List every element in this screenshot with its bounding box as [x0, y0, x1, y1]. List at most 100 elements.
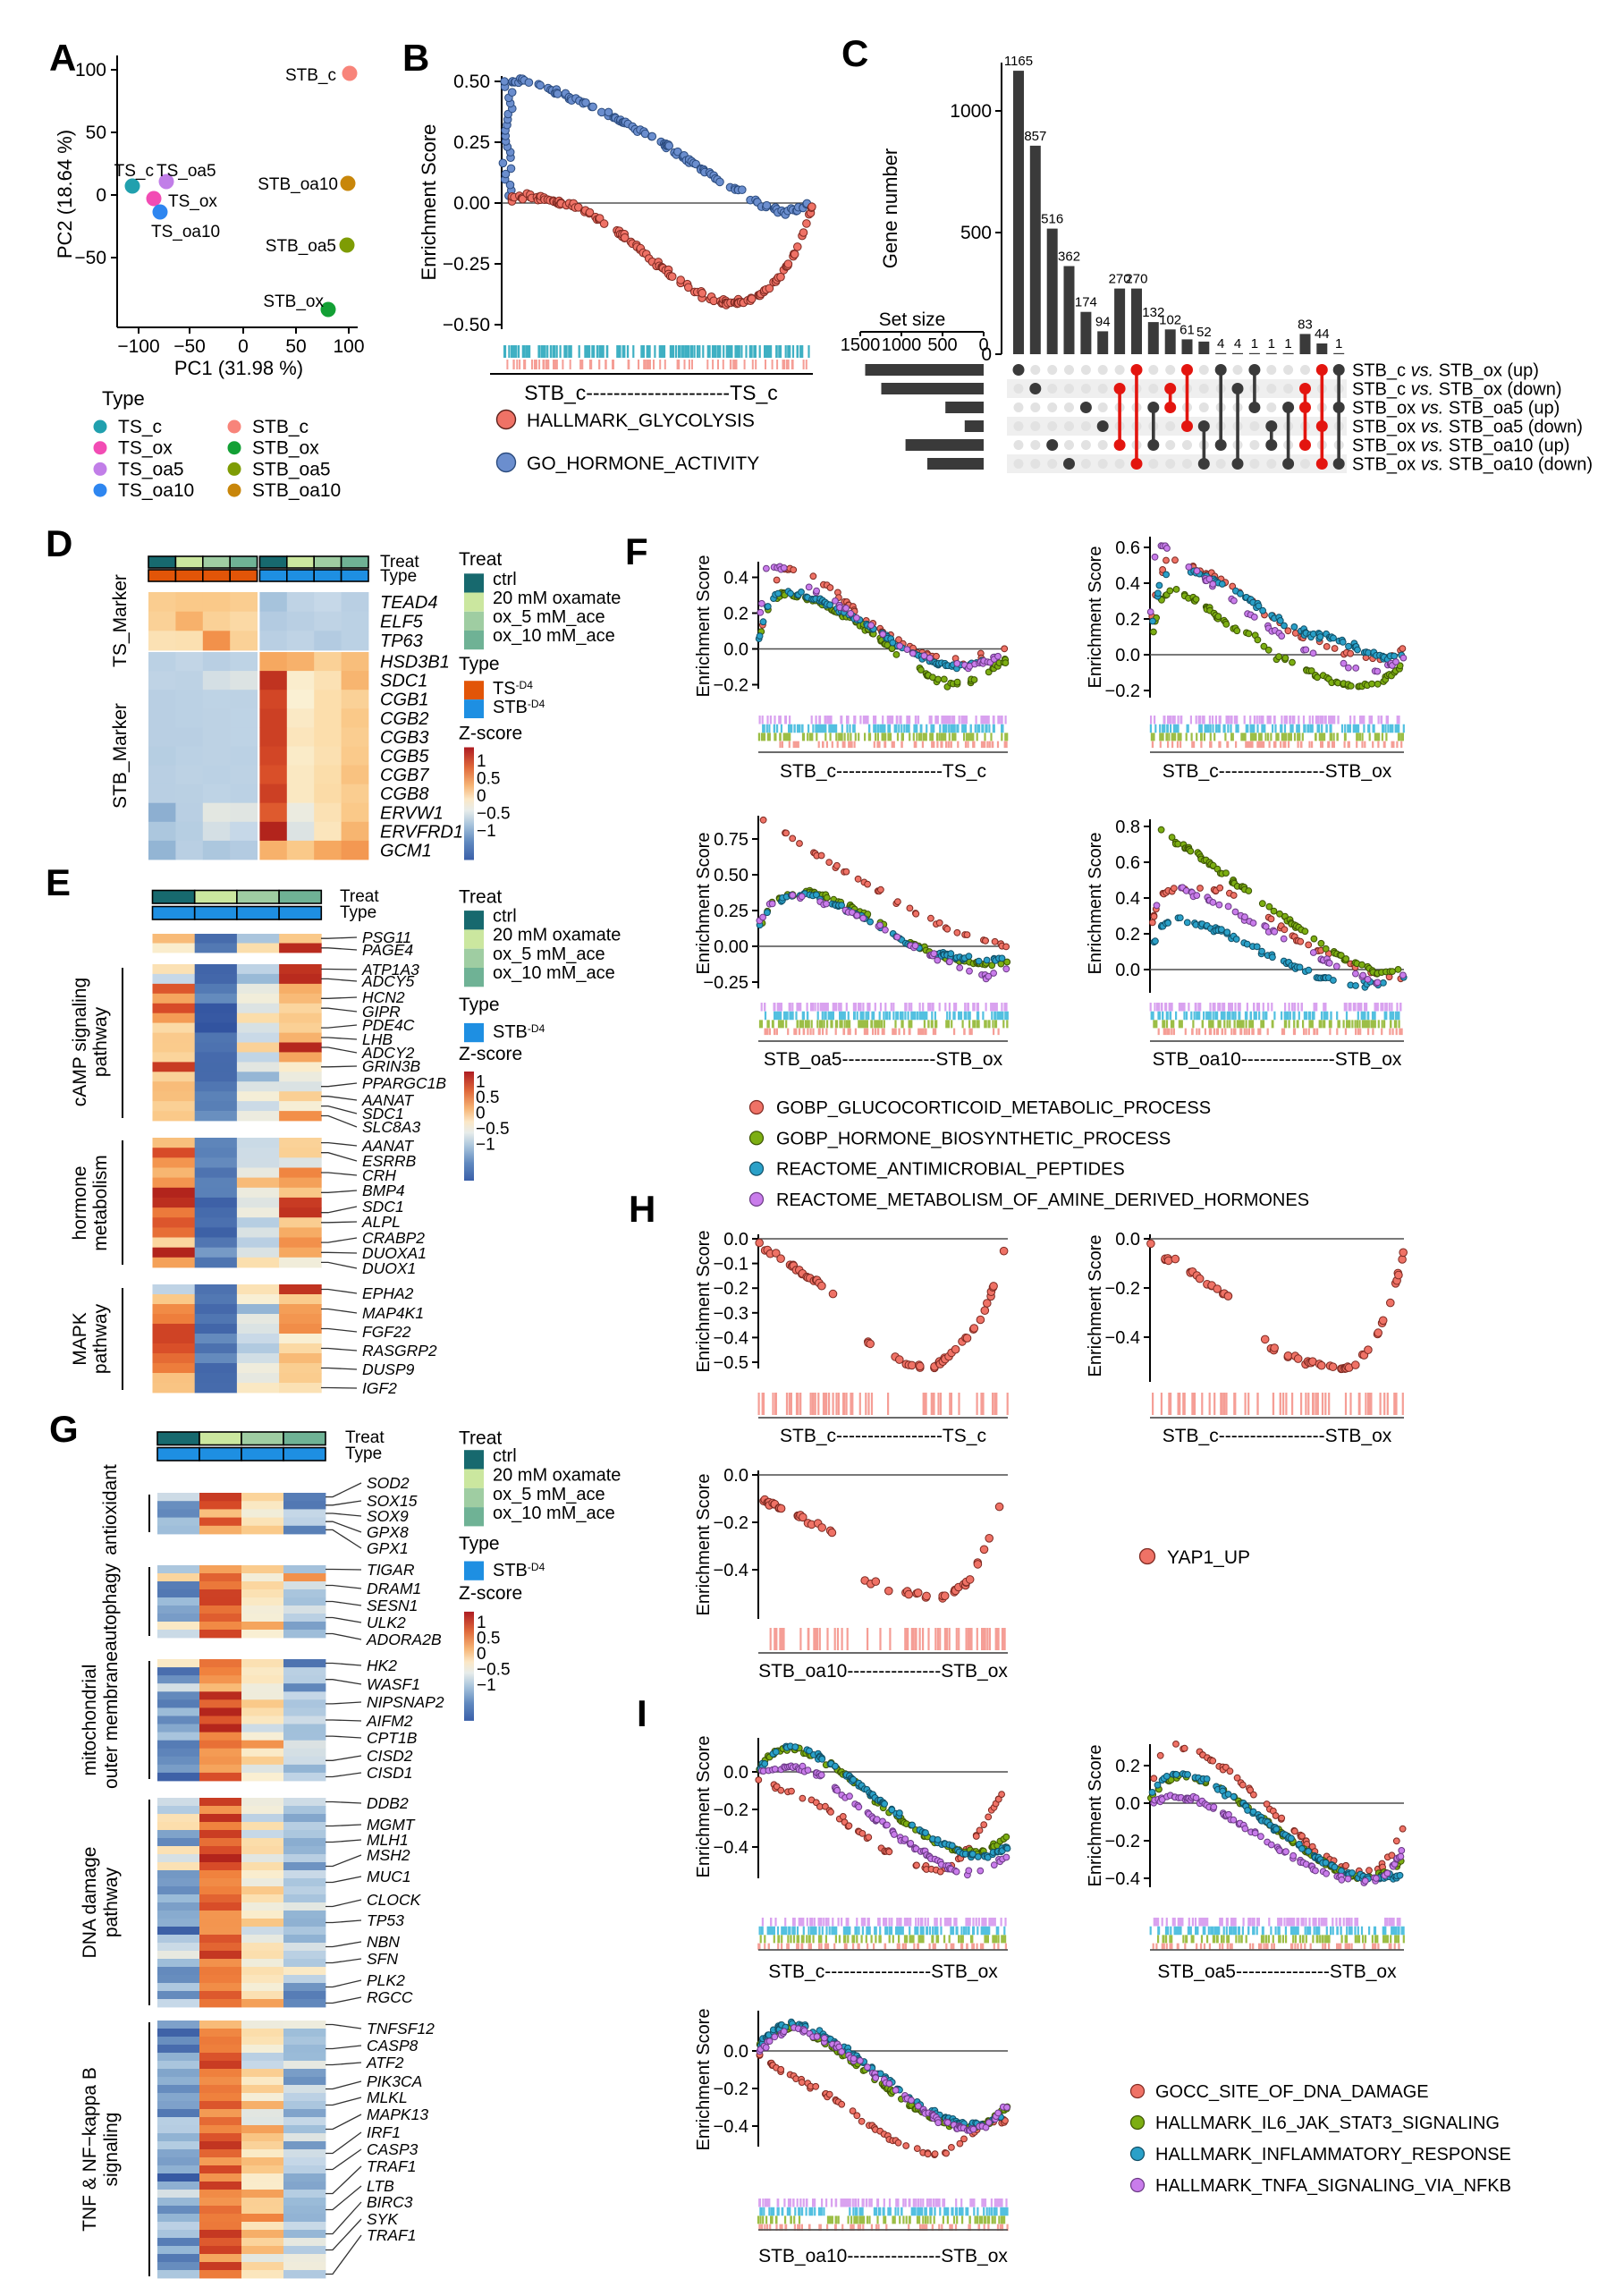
- svg-text:−0.25: −0.25: [443, 254, 490, 275]
- svg-text:0.0: 0.0: [723, 1763, 748, 1783]
- svg-text:SDC1: SDC1: [380, 672, 427, 691]
- svg-text:0.0: 0.0: [1115, 1230, 1140, 1250]
- svg-text:CGB5: CGB5: [380, 747, 429, 767]
- svg-text:GIPR: GIPR: [362, 1003, 401, 1021]
- svg-text:MSH2: MSH2: [367, 1846, 410, 1864]
- svg-text:PPARGC1B: PPARGC1B: [362, 1074, 446, 1092]
- svg-text:83: 83: [1298, 317, 1313, 332]
- svg-text:ctrl: ctrl: [493, 1446, 517, 1466]
- svg-text:B: B: [402, 37, 429, 79]
- svg-text:ADORA2B: ADORA2B: [366, 1631, 442, 1648]
- svg-text:Enrichment Score: Enrichment Score: [418, 124, 440, 281]
- svg-text:0.5: 0.5: [477, 770, 500, 789]
- svg-text:−0.50: −0.50: [443, 315, 490, 335]
- svg-text:HALLMARK_TNFA_SIGNALING_VIA_NF: HALLMARK_TNFA_SIGNALING_VIA_NFKB: [1155, 2176, 1511, 2196]
- svg-text:Enrichment Score: Enrichment Score: [694, 2009, 714, 2151]
- svg-text:TNFSF12: TNFSF12: [367, 2020, 435, 2038]
- svg-text:ox_10 mM_ace: ox_10 mM_ace: [493, 1504, 615, 1523]
- svg-text:0.0: 0.0: [723, 640, 748, 660]
- svg-text:TS_ox: TS_ox: [168, 192, 217, 211]
- svg-text:20 mM oxamate: 20 mM oxamate: [493, 1466, 621, 1486]
- svg-text:CGB1: CGB1: [380, 690, 428, 710]
- svg-text:0.2: 0.2: [1115, 925, 1140, 945]
- svg-text:1500: 1500: [841, 335, 881, 355]
- svg-text:0: 0: [238, 336, 249, 357]
- svg-text:BMP4: BMP4: [362, 1182, 405, 1199]
- svg-text:Treat: Treat: [459, 887, 502, 908]
- svg-text:F: F: [625, 530, 648, 572]
- svg-text:STB_Marker: STB_Marker: [110, 703, 131, 809]
- svg-text:SDC1: SDC1: [362, 1105, 404, 1123]
- svg-text:0: 0: [96, 185, 106, 206]
- svg-text:−1: −1: [477, 822, 496, 841]
- svg-text:Enrichment Score: Enrichment Score: [694, 1736, 714, 1878]
- svg-text:BIRC3: BIRC3: [367, 2193, 413, 2211]
- svg-text:GOBP_GLUCOCORTICOID_METABOLIC_: GOBP_GLUCOCORTICOID_METABOLIC_PROCESS: [776, 1098, 1211, 1118]
- svg-text:I: I: [637, 1692, 647, 1734]
- svg-text:PLK2: PLK2: [367, 1971, 405, 1989]
- svg-text:LTB: LTB: [367, 2177, 394, 2195]
- svg-text:CLOCK: CLOCK: [367, 1891, 422, 1909]
- svg-text:C: C: [841, 32, 868, 74]
- svg-text:ESRRB: ESRRB: [362, 1152, 417, 1170]
- svg-text:Type: Type: [102, 387, 145, 410]
- svg-text:−0.4: −0.4: [714, 1328, 748, 1348]
- svg-text:TP53: TP53: [367, 1911, 404, 1929]
- svg-text:500: 500: [960, 223, 992, 243]
- svg-text:CGB3: CGB3: [380, 728, 428, 748]
- svg-text:50: 50: [285, 336, 306, 357]
- svg-text:1: 1: [1268, 336, 1275, 352]
- svg-text:100: 100: [75, 60, 106, 80]
- svg-text:CGB7: CGB7: [380, 766, 429, 785]
- svg-text:STB_c vs. STB_ox (up): STB_c vs. STB_ox (up): [1352, 361, 1539, 381]
- svg-text:STB_c: STB_c: [252, 417, 309, 437]
- svg-text:Enrichment Score: Enrichment Score: [1086, 833, 1105, 975]
- svg-text:−0.4: −0.4: [714, 1561, 748, 1580]
- svg-text:SLC8A3: SLC8A3: [362, 1118, 420, 1136]
- svg-text:Enrichment Score: Enrichment Score: [1086, 546, 1105, 689]
- svg-text:1: 1: [1251, 336, 1258, 352]
- svg-text:signaling: signaling: [101, 2113, 122, 2187]
- svg-text:mitochondrial: mitochondrial: [80, 1665, 100, 1776]
- svg-text:0: 0: [477, 787, 486, 806]
- svg-text:44: 44: [1315, 326, 1330, 342]
- svg-text:Type: Type: [459, 654, 500, 674]
- svg-text:Type: Type: [459, 1534, 500, 1555]
- svg-text:MGMT: MGMT: [367, 1816, 416, 1834]
- svg-text:857: 857: [1024, 129, 1046, 144]
- svg-text:E: E: [46, 861, 71, 903]
- svg-text:516: 516: [1041, 212, 1063, 227]
- svg-text:20 mM oxamate: 20 mM oxamate: [493, 589, 621, 608]
- svg-text:0.4: 0.4: [1115, 574, 1140, 594]
- svg-text:CPT1B: CPT1B: [367, 1729, 418, 1747]
- svg-text:MLKL: MLKL: [367, 2088, 408, 2106]
- svg-text:−0.2: −0.2: [1105, 1832, 1140, 1851]
- svg-text:0.00: 0.00: [453, 193, 490, 214]
- svg-text:ERVW1: ERVW1: [380, 803, 444, 823]
- svg-text:0.00: 0.00: [714, 937, 748, 957]
- svg-text:STB_oa10---------------STB_ox: STB_oa10---------------STB_ox: [758, 1661, 1008, 1682]
- svg-text:TEAD4: TEAD4: [380, 593, 437, 613]
- svg-text:TIGAR: TIGAR: [367, 1561, 415, 1579]
- svg-text:0.75: 0.75: [714, 830, 748, 850]
- svg-text:GOBP_HORMONE_BIOSYNTHETIC_PROC: GOBP_HORMONE_BIOSYNTHETIC_PROCESS: [776, 1129, 1171, 1148]
- svg-text:−50: −50: [74, 248, 106, 268]
- svg-text:−0.2: −0.2: [714, 676, 748, 696]
- svg-text:−1: −1: [476, 1136, 495, 1155]
- svg-text:0.0: 0.0: [723, 1230, 748, 1250]
- svg-text:0.4: 0.4: [1115, 889, 1140, 909]
- svg-text:IRF1: IRF1: [367, 2123, 401, 2141]
- svg-text:SFN: SFN: [367, 1950, 398, 1968]
- svg-text:−0.5: −0.5: [714, 1353, 748, 1373]
- svg-text:ULK2: ULK2: [367, 1614, 406, 1631]
- svg-text:52: 52: [1196, 325, 1212, 340]
- svg-text:ADCY2: ADCY2: [361, 1044, 415, 1062]
- svg-text:100: 100: [333, 336, 364, 357]
- svg-text:Gene number: Gene number: [879, 148, 901, 269]
- svg-text:D: D: [46, 522, 72, 564]
- svg-text:DUSP9: DUSP9: [362, 1360, 415, 1378]
- svg-text:TS_c: TS_c: [114, 162, 154, 181]
- svg-text:270: 270: [1125, 272, 1147, 287]
- svg-text:1: 1: [1284, 336, 1291, 352]
- svg-text:0.2: 0.2: [1115, 1757, 1140, 1776]
